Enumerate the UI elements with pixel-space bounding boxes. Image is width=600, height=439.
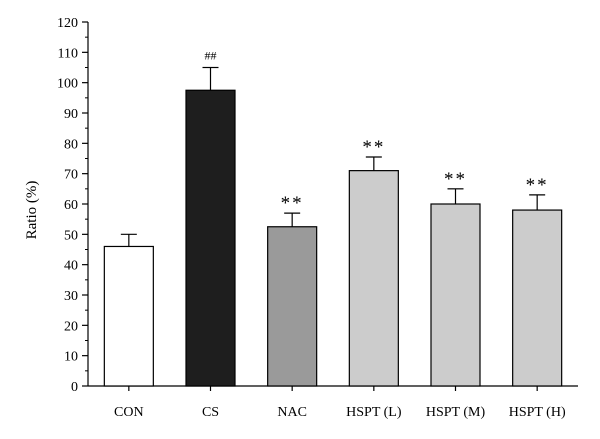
- y-tick-label: 110: [58, 46, 78, 61]
- x-tick-label: CON: [114, 405, 144, 420]
- y-tick-label: 50: [64, 228, 78, 243]
- x-tick-label: HSPT (M): [426, 405, 486, 420]
- x-axis: CON CS NAC HSPT (L) HSPT (M) HSPT (H): [88, 385, 578, 420]
- bar: [348, 170, 399, 387]
- significance-mark: **: [281, 193, 304, 214]
- bar: [512, 209, 563, 387]
- bars: [103, 89, 563, 387]
- bar: [267, 226, 318, 387]
- y-tick-label: 100: [57, 77, 78, 92]
- y-tick-label: 60: [64, 198, 78, 213]
- y-tick-label: 80: [64, 137, 78, 152]
- y-axis-label: Ratio (%): [24, 181, 40, 240]
- x-tick-label: HSPT (H): [509, 405, 566, 420]
- y-tick-label: 70: [64, 168, 78, 183]
- y-tick-label: 90: [64, 107, 78, 122]
- significance-mark: **: [444, 169, 467, 190]
- x-tick-label: CS: [202, 405, 219, 420]
- x-tick-label: HSPT (L): [346, 405, 402, 420]
- y-tick-label: 40: [64, 259, 78, 274]
- y-tick-label: 20: [64, 319, 78, 334]
- y-tick-label: 0: [71, 380, 78, 395]
- bar: [103, 245, 154, 387]
- significance-mark: ##: [205, 49, 217, 63]
- y-tick-label: 10: [64, 350, 78, 365]
- y-tick-label: 120: [57, 16, 78, 31]
- y-tick-label: 30: [64, 289, 78, 304]
- error-bars: [120, 66, 546, 247]
- y-axis: 0 10 20 30 40 50 60 70 80 90 100 110 120: [57, 16, 89, 395]
- bar: [430, 203, 481, 387]
- significance-mark: **: [526, 175, 549, 196]
- significance-marks: ## ** ** ** **: [205, 49, 549, 215]
- x-tick-label: NAC: [277, 405, 307, 420]
- significance-mark: **: [362, 137, 385, 158]
- bar: [185, 89, 236, 387]
